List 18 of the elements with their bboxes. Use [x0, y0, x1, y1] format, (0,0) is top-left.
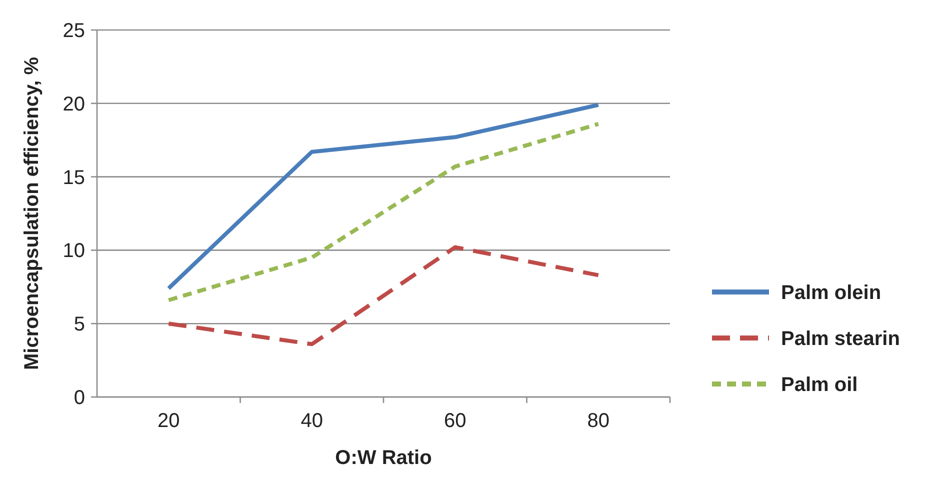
line-series: [166, 102, 600, 290]
y-tick-label: 25: [62, 20, 85, 42]
y-tick-label: 15: [62, 166, 85, 189]
x-tick-label: 40: [300, 410, 323, 432]
x-axis-title: O:W Ratio: [335, 447, 432, 469]
y-tick-label: 20: [62, 93, 85, 116]
y-axis-title: Microencapsulation efficiency, %: [21, 56, 43, 370]
x-tick-label: 60: [444, 410, 466, 432]
y-tick-label: 5: [74, 314, 85, 336]
x-tick-label: 80: [587, 410, 610, 432]
y-tick-label: 0: [74, 387, 85, 409]
y-tick-label: 10: [62, 240, 85, 262]
legend-label: Palm oil: [781, 374, 858, 396]
line-series: [166, 122, 600, 302]
legend-label: Palm stearin: [781, 328, 900, 350]
legend-label: Palm olein: [781, 282, 882, 304]
x-tick-label: 20: [158, 410, 180, 432]
line-series: [166, 245, 600, 346]
